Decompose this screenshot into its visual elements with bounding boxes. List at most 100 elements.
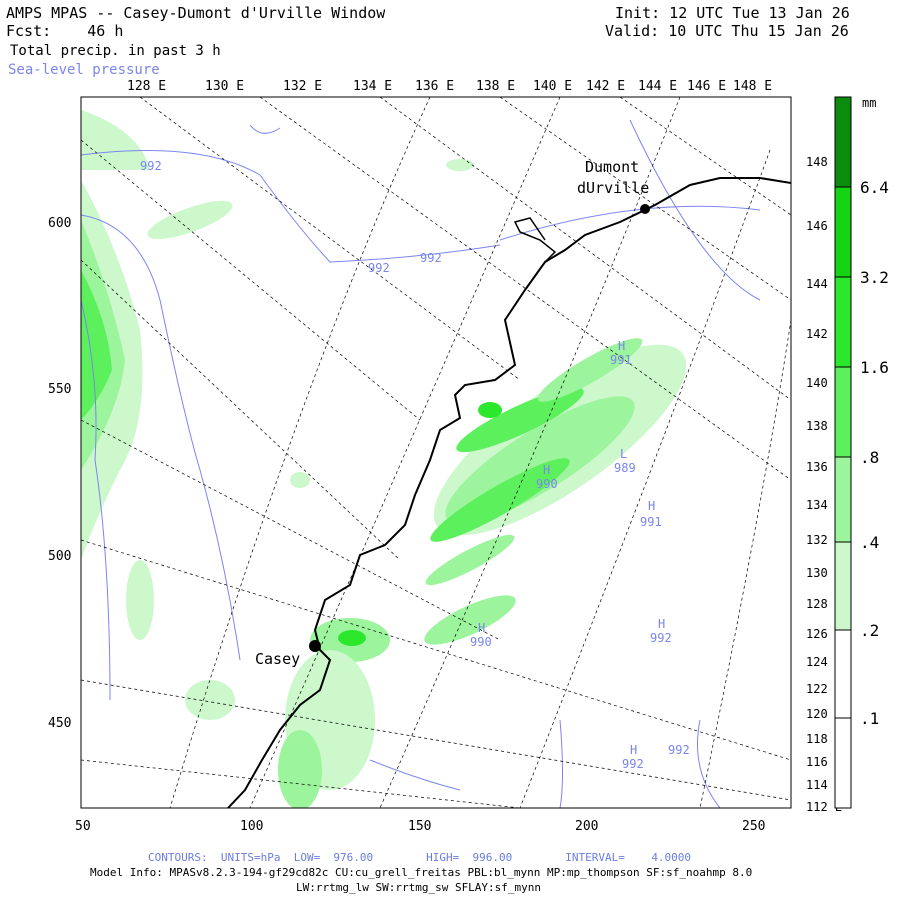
top-longitude-labels: 128 E 130 E 132 E 134 E 136 E 138 E 140 …: [127, 79, 772, 94]
colorbar: mm 6.4 3.2 1.6 .8 .4 .2 .1: [834, 96, 889, 809]
lon-label-top: 144 E: [638, 79, 677, 94]
pressure-label: 992: [140, 159, 162, 173]
y-tick-label: 600: [48, 216, 71, 231]
colorbar-swatch: [835, 277, 851, 367]
colorbar-swatch: [835, 367, 851, 457]
colorbar-frame: [834, 96, 852, 809]
coastline: [227, 177, 791, 808]
lon-label-right: 128 E: [806, 597, 842, 611]
lon-label-right: 126 E: [806, 627, 842, 641]
colorbar-unit: mm: [862, 96, 876, 110]
valid-time: Valid: 10 UTC Thu 15 Jan 26: [605, 22, 849, 40]
physics-info: LW:rrtmg_lw SW:rrtmg_sw SFLAY:sf_mynn: [296, 881, 542, 894]
lon-label-top: 128 E: [127, 79, 166, 94]
lon-label-right: 120 E: [806, 707, 842, 721]
lon-label-right: 130 E: [806, 566, 842, 580]
lon-label-right: 124 E: [806, 655, 842, 669]
pressure-label: 990: [470, 635, 492, 649]
lon-label-right: 134 E: [806, 498, 842, 512]
lon-label-top: 138 E: [476, 79, 515, 94]
map-frame: [80, 96, 792, 809]
pressure-label: 989: [614, 461, 636, 475]
lon-label-right: 146 E: [806, 219, 842, 233]
colorbar-swatch: [835, 187, 851, 277]
x-tick-label: 150: [408, 819, 431, 834]
colorbar-label: 1.6: [860, 358, 889, 377]
colorbar-label: .4: [860, 533, 879, 552]
x-tick-label: 100: [240, 819, 263, 834]
ice-shelf-outline: [513, 217, 557, 263]
lon-label-right: 122 E: [806, 682, 842, 696]
pressure-label: H: [543, 463, 550, 477]
pressure-contours: [81, 119, 761, 808]
colorbar-dividers: [835, 186, 851, 719]
lon-label-right: 140 E: [806, 376, 842, 390]
station-label-durville: dUrville: [577, 179, 649, 197]
y-tick-label: 500: [48, 549, 71, 564]
pressure-label: H: [658, 617, 665, 631]
lon-label-right: 136 E: [806, 460, 842, 474]
lon-label-top: 146 E: [687, 79, 726, 94]
station-dot-casey: [309, 640, 321, 652]
field-label-pressure: Sea-level pressure: [8, 62, 160, 78]
pressure-label: 992: [622, 757, 644, 771]
pressure-label: 992: [420, 251, 442, 265]
lon-label-right: 144 E: [806, 277, 842, 291]
lon-label-top: 140 E: [533, 79, 572, 94]
lon-label-right: 112 E: [806, 800, 842, 814]
precip-shading: [81, 110, 687, 808]
y-tick-label: 550: [48, 382, 71, 397]
lon-label-right: 118 E: [806, 732, 842, 746]
lon-label-top: 142 E: [586, 79, 625, 94]
pressure-label: 990: [536, 477, 558, 491]
lon-label-right: 138 E: [806, 419, 842, 433]
model-info: Model Info: MPASv8.2.3-194-gf29cd82c CU:…: [90, 866, 753, 879]
colorbar-swatch: [835, 630, 851, 718]
colorbar-swatch: [835, 542, 851, 630]
station-label-dumont: Dumont: [585, 158, 639, 176]
x-tick-label: 200: [575, 819, 598, 834]
station-label-casey: Casey: [255, 650, 300, 668]
y-tick-label: 450: [48, 716, 71, 731]
pressure-label: 992: [368, 261, 390, 275]
lon-label-top: 130 E: [205, 79, 244, 94]
graticule: [81, 97, 791, 808]
lon-label-top: 132 E: [283, 79, 322, 94]
pressure-label: 992: [668, 743, 690, 757]
pressure-label: 991: [610, 353, 632, 367]
pressure-label: H: [618, 339, 625, 353]
colorbar-label: .1: [860, 709, 879, 728]
pressure-label: H: [630, 743, 637, 757]
colorbar-labels: 6.4 3.2 1.6 .8 .4 .2 .1: [860, 178, 889, 728]
lon-label-right: 132 E: [806, 533, 842, 547]
colorbar-label: 3.2: [860, 268, 889, 287]
forecast-hour: Fcst: 46 h: [6, 22, 124, 40]
x-tick-label: 50: [75, 819, 91, 834]
station-dot-dumont-durville: [640, 204, 650, 214]
y-axis-ticks: 600 550 500 450: [48, 216, 71, 731]
map-area: [81, 97, 791, 808]
pressure-label: 992: [650, 631, 672, 645]
lon-label-top: 148 E: [733, 79, 772, 94]
contour-info: CONTOURS: UNITS=hPa LOW= 976.00 HIGH= 99…: [148, 851, 692, 864]
pressure-labels: 992 992 992 H 991 H 990 L 989 H 991 H 99…: [140, 159, 690, 771]
lon-label-top: 134 E: [353, 79, 392, 94]
colorbar-swatch: [835, 457, 851, 542]
colorbar-label: .2: [860, 621, 879, 640]
x-tick-label: 250: [742, 819, 765, 834]
pressure-label: 991: [640, 515, 662, 529]
pressure-label: L: [620, 447, 627, 461]
lon-label-right: 114 E: [806, 778, 842, 792]
lon-label-right: 116 E: [806, 755, 842, 769]
x-axis-ticks: 50 100 150 200 250: [75, 819, 765, 834]
field-label-precip: Total precip. in past 3 h: [10, 43, 221, 59]
colorbar-swatch: [835, 718, 851, 808]
lon-label-right: 142 E: [806, 327, 842, 341]
lon-label-right: 148 E: [806, 155, 842, 169]
lon-label-top: 136 E: [415, 79, 454, 94]
right-longitude-labels: 148 E 146 E 144 E 142 E 140 E 138 E 136 …: [806, 155, 842, 814]
colorbar-label: 6.4: [860, 178, 889, 197]
pressure-label: H: [478, 621, 485, 635]
colorbar-label: .8: [860, 448, 879, 467]
